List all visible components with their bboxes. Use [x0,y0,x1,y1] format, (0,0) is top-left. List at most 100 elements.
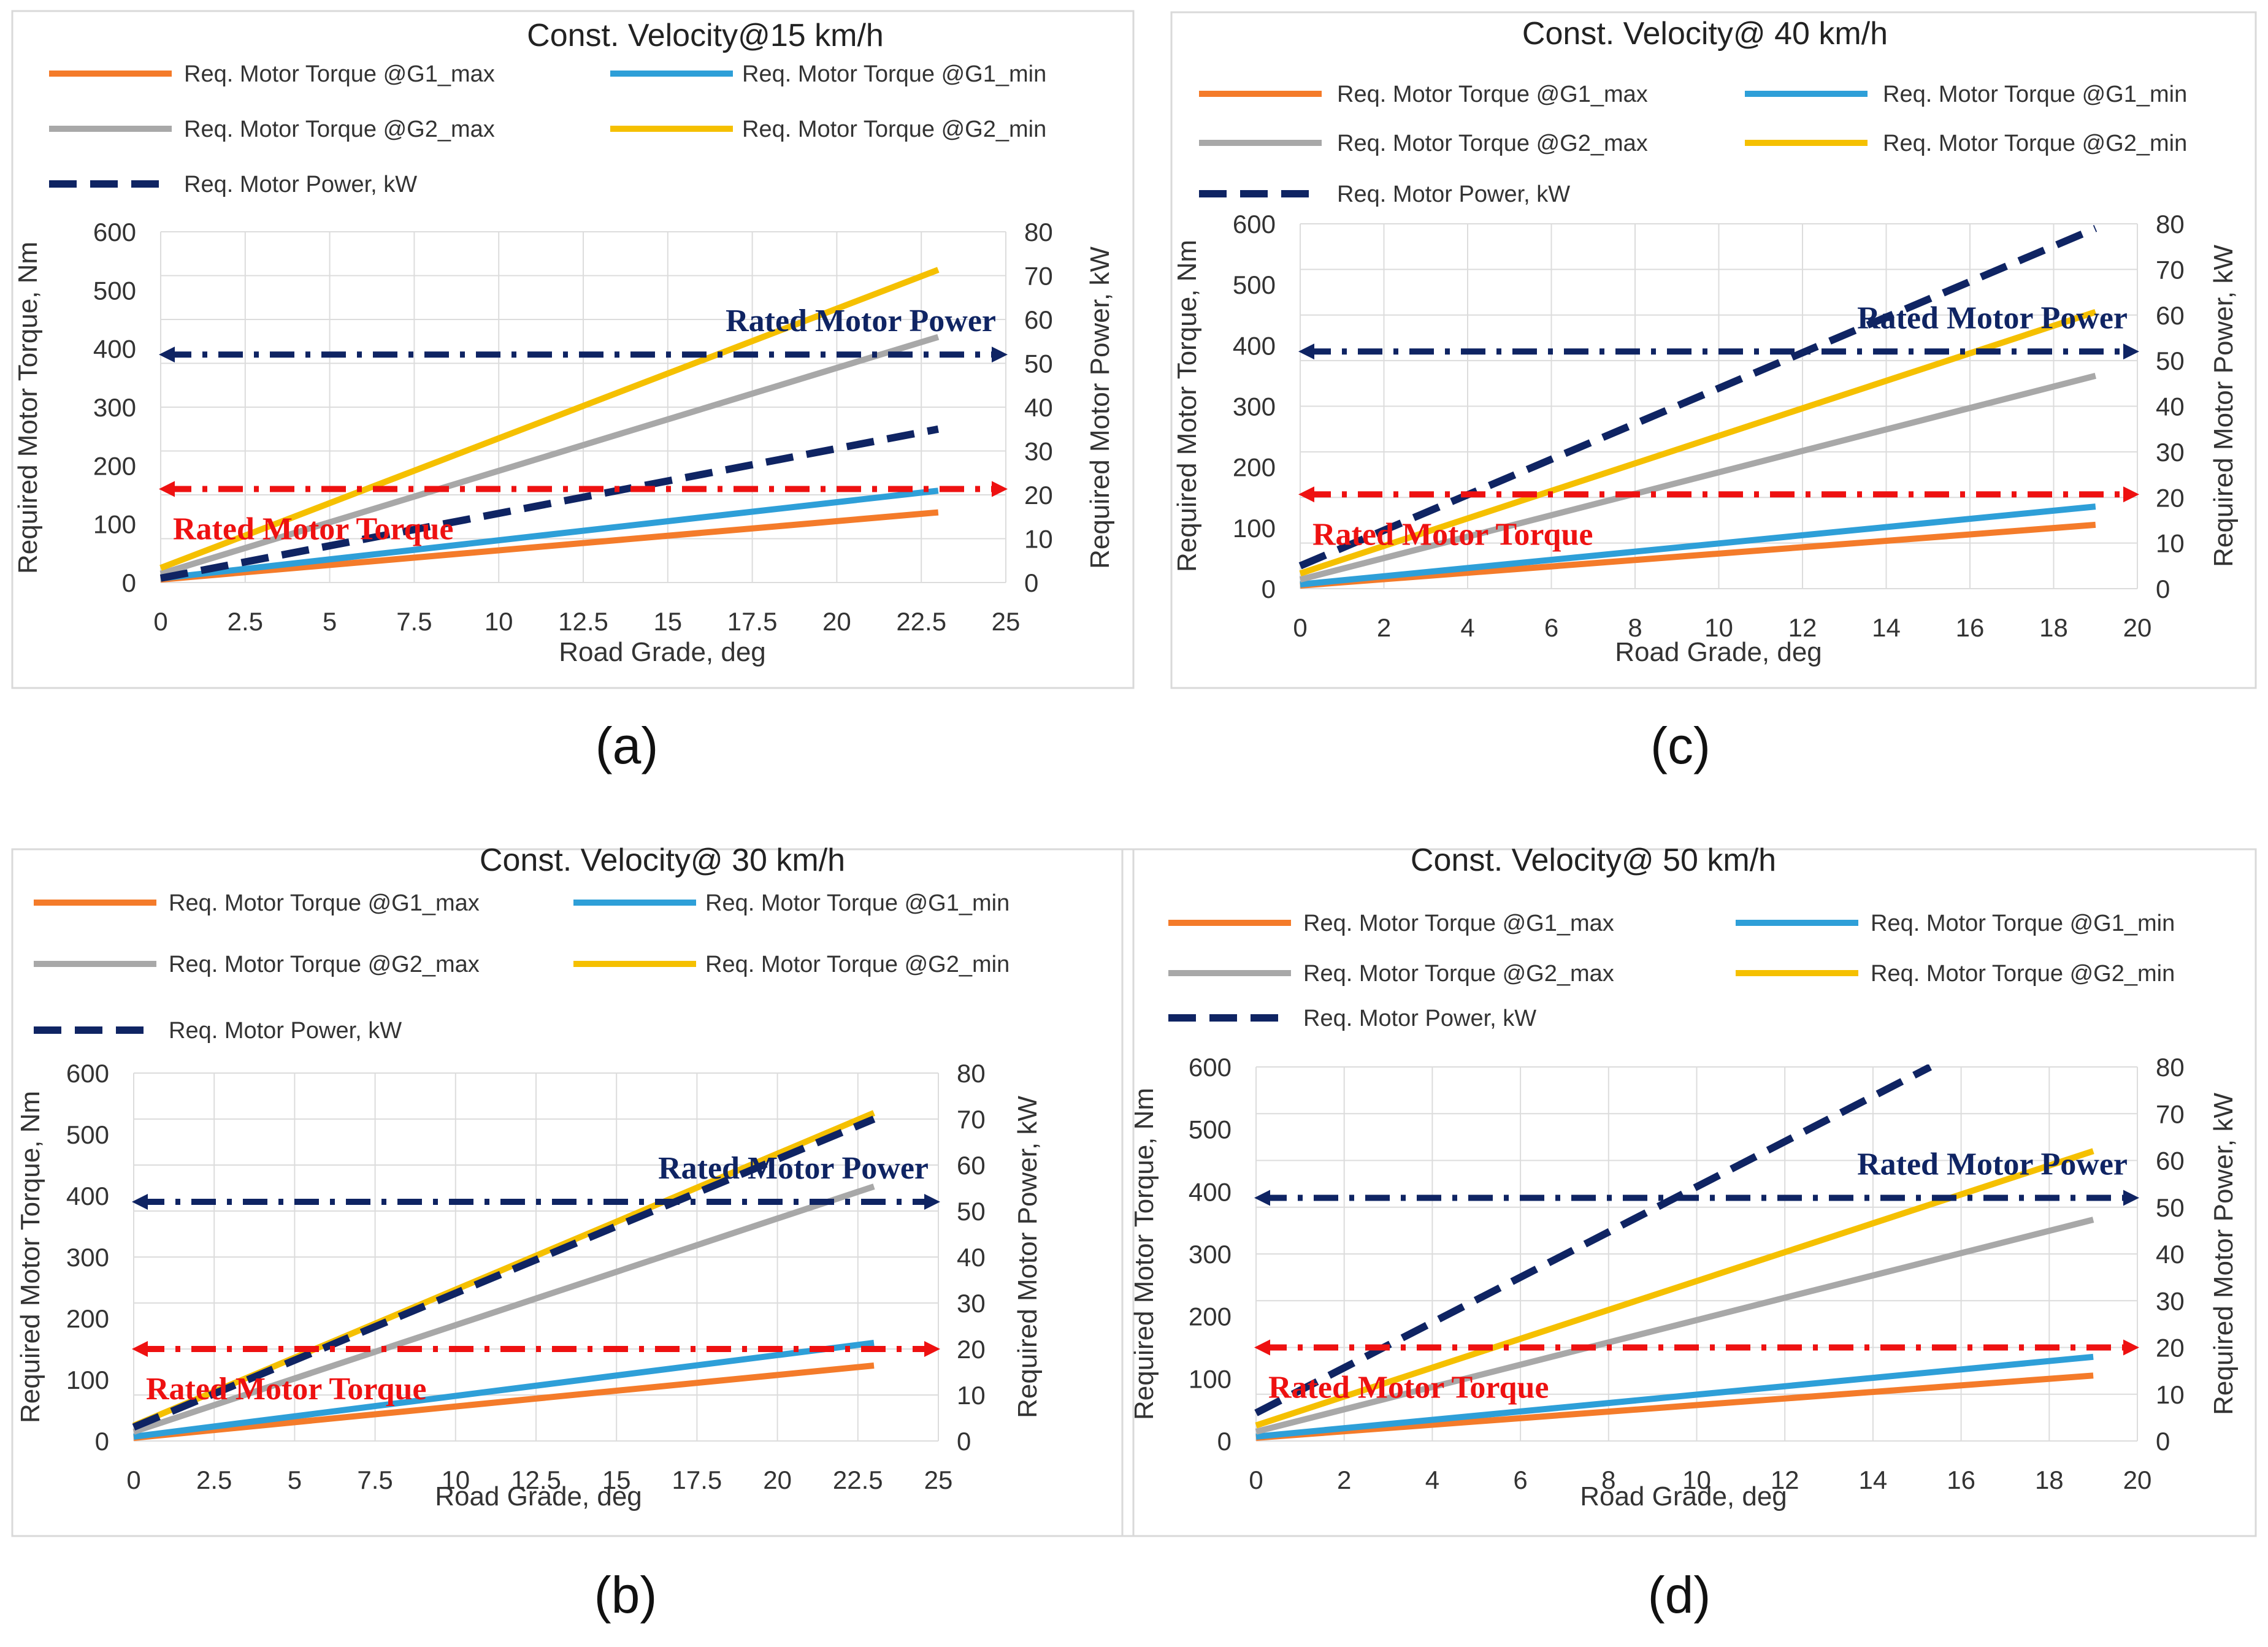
chart-c: Const. Velocity@ 40 km/h Req. Motor Torqu… [1170,11,2257,774]
y-right-tick-label: 60 [2156,301,2185,330]
legend-label-g1_min: Req. Motor Torque @G1_min [742,61,1046,87]
y-right-tick-label: 0 [957,1427,971,1456]
rated-power-label: Rated Motor Power [726,304,996,338]
legend-label-g2_min: Req. Motor Torque @G2_min [1871,961,2175,987]
x-tick-label: 5 [288,1465,302,1494]
x-tick-label: 7.5 [357,1465,393,1494]
y-right-tick-label: 20 [2156,483,2185,512]
y-left-tick-label: 400 [1233,331,1276,360]
series-line-g1_max [1255,1372,2094,1441]
y-left-tick-label: 600 [93,218,136,246]
panel-label: (c) [1650,717,1711,774]
legend-label-g2_min: Req. Motor Torque @G2_min [705,952,1009,977]
y-left-tick-label: 200 [93,451,136,480]
y-left-tick-label: 200 [66,1304,109,1333]
series-line-g1_max [133,1362,875,1441]
x-tick-label: 0 [126,1465,140,1494]
chart-a: Const. Velocity@15 km/h Req. Motor Torque… [11,10,1135,774]
rated-torque-label: Rated Motor Torque [1312,517,1593,552]
x-tick-label: 20 [822,607,851,636]
panel-label: (b) [594,1566,657,1624]
panel-label: (a) [596,717,659,774]
y-left-tick-label: 100 [93,510,136,539]
y-left-tick-label: 100 [1233,514,1276,543]
y-right-tick-label: 10 [1024,525,1053,554]
legend-label-g2_max: Req. Motor Torque @G2_max [184,117,495,142]
x-tick-label: 22.5 [896,607,946,636]
chart-d: Const. Velocity@ 50 km/h Req. Motor Torqu… [1121,843,2257,1624]
y-left-tick-label: 500 [1189,1115,1232,1144]
x-tick-label: 17.5 [672,1465,722,1494]
legend-label-power: Req. Motor Power, kW [1303,1006,1536,1031]
x-tick-label: 18 [2035,1465,2064,1494]
x-tick-label: 2 [1337,1465,1351,1494]
series-line-g1_min [1255,1353,2094,1440]
y-left-tick-label: 300 [66,1243,109,1272]
x-tick-label: 8 [1628,613,1642,642]
x-tick-label: 5 [323,607,337,636]
y-right-tick-label: 30 [1024,437,1053,466]
chart-frame [1121,848,2257,1537]
x-tick-label: 2.5 [228,607,263,636]
y-right-tick-label: 0 [2156,1427,2170,1456]
x-tick-label: 10 [1704,613,1733,642]
y-right-tick-label: 40 [957,1243,986,1272]
series-line-g1_max [160,509,939,583]
x-tick-label: 20 [2123,613,2152,642]
series-line-power [1298,224,2098,570]
y-right-tick-label: 60 [957,1151,986,1180]
y-right-tick-label: 40 [2156,392,2185,421]
y-right-tick-label: 30 [957,1289,986,1318]
y-left-tick-label: 400 [66,1182,109,1210]
x-tick-label: 14 [1872,613,1901,642]
x-axis-label: Road Grade, deg [435,1481,642,1511]
series-line-g1_min [1300,503,2096,588]
y-left-tick-label: 500 [93,276,136,305]
x-tick-label: 4 [1460,613,1474,642]
y-left-tick-label: 400 [93,335,136,364]
x-axis-label: Road Grade, deg [1615,637,1822,667]
y-right-tick-label: 20 [2156,1334,2185,1362]
series-line-g2_min [159,267,940,571]
rated-torque-label: Rated Motor Torque [146,1372,426,1407]
rated-power-label: Rated Motor Power [1857,300,2128,335]
y-left-tick-label: 300 [1189,1240,1232,1269]
legend-label-g1_max: Req. Motor Torque @G1_max [184,61,495,87]
y-left-axis-label: Required Motor Torque, Nm [15,1091,45,1423]
x-tick-label: 15 [653,607,682,636]
legend-label-g1_max: Req. Motor Torque @G1_max [1303,911,1614,936]
legend-label-g2_max: Req. Motor Torque @G2_max [169,952,480,977]
x-tick-label: 2 [1377,613,1391,642]
x-tick-label: 25 [924,1465,953,1494]
rated-power-label: Rated Motor Power [1857,1147,2128,1182]
y-left-axis-label: Required Motor Torque, Nm [1172,240,1202,572]
series-line-g1_min [160,487,939,582]
x-axis-label: Road Grade, deg [1580,1481,1787,1511]
y-right-tick-label: 20 [1024,481,1053,510]
legend-label-g1_min: Req. Motor Torque @G1_min [705,890,1009,916]
x-tick-label: 12.5 [558,607,608,636]
x-tick-label: 20 [763,1465,792,1494]
chart-frame [11,10,1135,689]
x-tick-label: 4 [1425,1465,1439,1494]
y-right-tick-label: 10 [957,1381,986,1410]
y-right-tick-label: 80 [2156,210,2185,239]
y-left-tick-label: 200 [1189,1302,1232,1331]
y-left-tick-label: 400 [1189,1177,1232,1206]
y-right-tick-label: 40 [1024,393,1053,422]
series-line-power [132,1115,876,1431]
x-tick-label: 12 [1771,1465,1799,1494]
legend-label-g1_max: Req. Motor Torque @G1_max [169,890,480,916]
y-right-axis-label: Required Motor Power, kW [2209,245,2239,567]
y-right-tick-label: 60 [1024,305,1053,334]
y-right-tick-label: 20 [957,1335,986,1364]
y-left-tick-label: 600 [1189,1053,1232,1082]
y-left-tick-label: 500 [1233,270,1276,299]
chart-title: Const. Velocity@ 40 km/h [1522,16,1888,52]
y-left-tick-label: 100 [66,1366,109,1394]
y-right-tick-label: 60 [2156,1147,2185,1175]
legend-label-power: Req. Motor Power, kW [169,1018,402,1044]
chart-frame [11,848,1135,1537]
